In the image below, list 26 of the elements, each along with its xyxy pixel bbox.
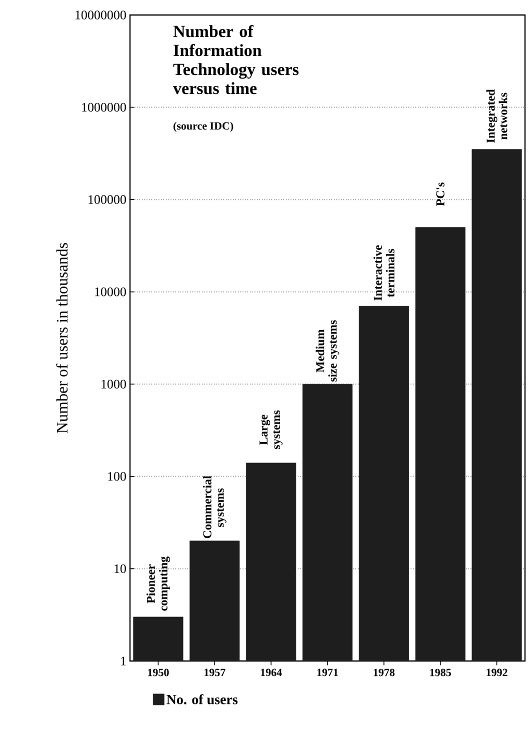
y-tick-label: 100: [108, 472, 126, 481]
annotation: Commercial systems: [202, 476, 226, 538]
annotation: Pioneer computing: [146, 556, 170, 611]
x-tick-label: 1964: [260, 668, 282, 676]
y-tick-label: 1000000: [82, 102, 126, 112]
y-tick-label: 10000: [95, 287, 126, 296]
x-tick-label: 1971: [317, 668, 338, 676]
annotation: Medium size systems: [316, 320, 340, 382]
x-tick-label: 1992: [486, 668, 508, 676]
x-tick-label: 1950: [148, 668, 169, 676]
x-tick-label: 1978: [374, 668, 395, 676]
annotation: Integrated networks: [486, 89, 508, 143]
y-tick-label: 1: [121, 656, 126, 666]
annotation: Large systems: [260, 410, 283, 450]
y-tick-label: 10000000: [76, 10, 126, 20]
legend-label: No. of users: [166, 694, 238, 704]
annotation: (source IDC): [174, 122, 234, 132]
y-tick-label: 1000: [102, 380, 126, 389]
y-axis-title: Number of users in thousands: [56, 243, 68, 434]
x-tick-label: 1985: [430, 668, 451, 676]
annotation: PC's: [436, 182, 444, 206]
y-tick-label: 10: [114, 564, 126, 574]
x-tick-label: 1957: [204, 668, 226, 676]
text: Number of Information Technology users versus time: [173, 24, 299, 94]
annotation: Interactive terminals: [373, 245, 394, 301]
y-tick-label: 100000: [88, 195, 126, 204]
